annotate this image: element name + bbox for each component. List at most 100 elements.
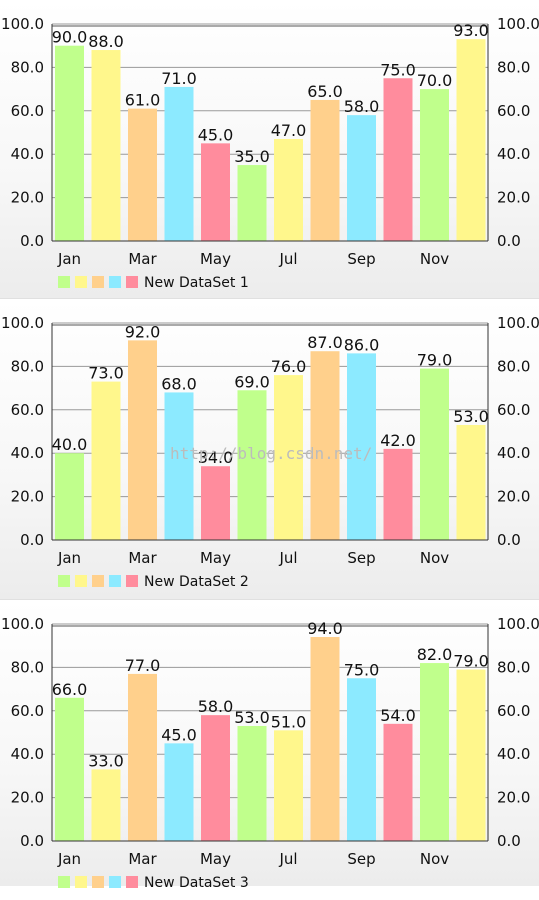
y-tick-label-left: 60.0 — [11, 102, 44, 120]
watermark: http://blog.csdn.net/ — [170, 444, 372, 463]
bar — [128, 340, 157, 540]
legend-swatch — [126, 276, 138, 288]
bar-value-label: 88.0 — [88, 32, 124, 51]
bar-value-label: 79.0 — [453, 652, 489, 671]
bar — [91, 50, 121, 241]
bar-value-label: 69.0 — [234, 372, 270, 391]
bar-value-label: 34.0 — [198, 448, 234, 467]
bar-value-label: 93.0 — [453, 21, 489, 40]
bar — [347, 115, 376, 241]
bar — [201, 143, 230, 241]
bar — [55, 45, 84, 242]
panel-divider — [0, 298, 539, 299]
bar-value-label: 94.0 — [307, 619, 343, 638]
legend-swatch — [75, 276, 87, 288]
x-tick-label: Jan — [57, 549, 81, 567]
bar-value-label: 58.0 — [198, 697, 234, 716]
bar — [456, 669, 486, 841]
bar-value-label: 75.0 — [344, 660, 380, 679]
x-tick-label: Jul — [278, 250, 297, 268]
x-tick-label: Sep — [347, 250, 375, 268]
bar-value-label: 70.0 — [417, 71, 453, 90]
y-tick-label-left: 20.0 — [11, 789, 44, 807]
bar — [91, 381, 121, 540]
bar-chart-1: 0.0 0.0 20.0 20.0 40.0 40.0 60.0 60.0 80.0 80.0 10… — [1, 15, 539, 291]
bar — [347, 678, 376, 841]
x-tick-label: Jul — [278, 850, 297, 868]
bar-value-label: 45.0 — [198, 125, 234, 144]
bar — [274, 730, 303, 841]
y-tick-label-left: 40.0 — [11, 745, 44, 763]
x-tick-label: Mar — [128, 250, 157, 268]
legend-label: New DataSet 3 — [144, 875, 249, 891]
bar — [201, 466, 230, 540]
bar-value-label: 90.0 — [52, 28, 88, 47]
y-tick-label-right: 40.0 — [497, 745, 530, 763]
legend-swatch — [92, 276, 104, 288]
bar — [310, 99, 340, 241]
bar-value-label: 51.0 — [271, 712, 307, 731]
x-tick-label: Jan — [57, 850, 81, 868]
y-tick-label-left: 80.0 — [11, 658, 44, 676]
bar — [91, 769, 121, 841]
legend-label: New DataSet 1 — [144, 275, 249, 291]
bar-value-label: 47.0 — [271, 121, 307, 140]
y-tick-label-left: 0.0 — [20, 832, 44, 850]
x-tick-label: Jul — [278, 549, 297, 567]
bar-value-label: 65.0 — [307, 82, 343, 101]
x-tick-label: Nov — [420, 250, 449, 268]
legend-swatch — [75, 876, 87, 888]
legend-label: New DataSet 2 — [144, 574, 249, 590]
bar — [55, 453, 84, 540]
bar-value-label: 66.0 — [52, 680, 88, 699]
x-tick-label: May — [200, 549, 231, 567]
y-tick-label-left: 60.0 — [11, 401, 44, 419]
bar-value-label: 79.0 — [417, 351, 453, 370]
bar — [164, 743, 194, 841]
legend-swatch — [109, 575, 121, 587]
legend-swatch — [58, 575, 70, 587]
x-tick-label: Sep — [347, 850, 375, 868]
bar — [128, 108, 157, 241]
legend-swatch — [75, 575, 87, 587]
y-tick-label-right: 0.0 — [497, 531, 521, 549]
y-tick-label-right: 40.0 — [497, 145, 530, 163]
bar-chart-2: 0.0 0.0 20.0 20.0 40.0 40.0 60.0 60.0 80.0 80.0 10… — [1, 314, 539, 590]
bar-value-label: 92.0 — [125, 322, 161, 341]
bar — [164, 86, 194, 242]
y-tick-label-right: 100.0 — [497, 314, 539, 332]
bar — [237, 165, 267, 241]
y-tick-label-right: 20.0 — [497, 789, 530, 807]
y-tick-label-right: 20.0 — [497, 189, 530, 207]
y-tick-label-right: 0.0 — [497, 232, 521, 250]
bar-value-label: 73.0 — [88, 364, 124, 383]
x-tick-label: Nov — [420, 549, 449, 567]
legend-swatch — [126, 575, 138, 587]
bar-value-label: 35.0 — [234, 147, 270, 166]
bar-value-label: 53.0 — [453, 407, 489, 426]
y-tick-label-left: 20.0 — [11, 189, 44, 207]
y-tick-label-right: 60.0 — [497, 401, 530, 419]
bar — [383, 448, 413, 540]
y-tick-label-left: 100.0 — [1, 615, 44, 633]
y-tick-label-right: 80.0 — [497, 658, 530, 676]
bar — [164, 392, 194, 540]
x-tick-label: Mar — [128, 850, 157, 868]
y-tick-label-right: 80.0 — [497, 58, 530, 76]
bar — [347, 353, 376, 540]
y-tick-label-right: 60.0 — [497, 102, 530, 120]
y-tick-label-right: 100.0 — [497, 15, 539, 33]
bar — [128, 673, 157, 841]
x-tick-label: Nov — [420, 850, 449, 868]
y-tick-label-right: 40.0 — [497, 444, 530, 462]
legend-swatch — [126, 876, 138, 888]
y-tick-label-right: 0.0 — [497, 832, 521, 850]
bar — [383, 723, 413, 841]
bar — [310, 351, 340, 540]
bar — [456, 424, 486, 540]
y-tick-label-right: 80.0 — [497, 357, 530, 375]
bar — [420, 89, 449, 241]
panel-divider — [0, 599, 539, 600]
bar-value-label: 76.0 — [271, 357, 307, 376]
y-tick-label-left: 40.0 — [11, 444, 44, 462]
